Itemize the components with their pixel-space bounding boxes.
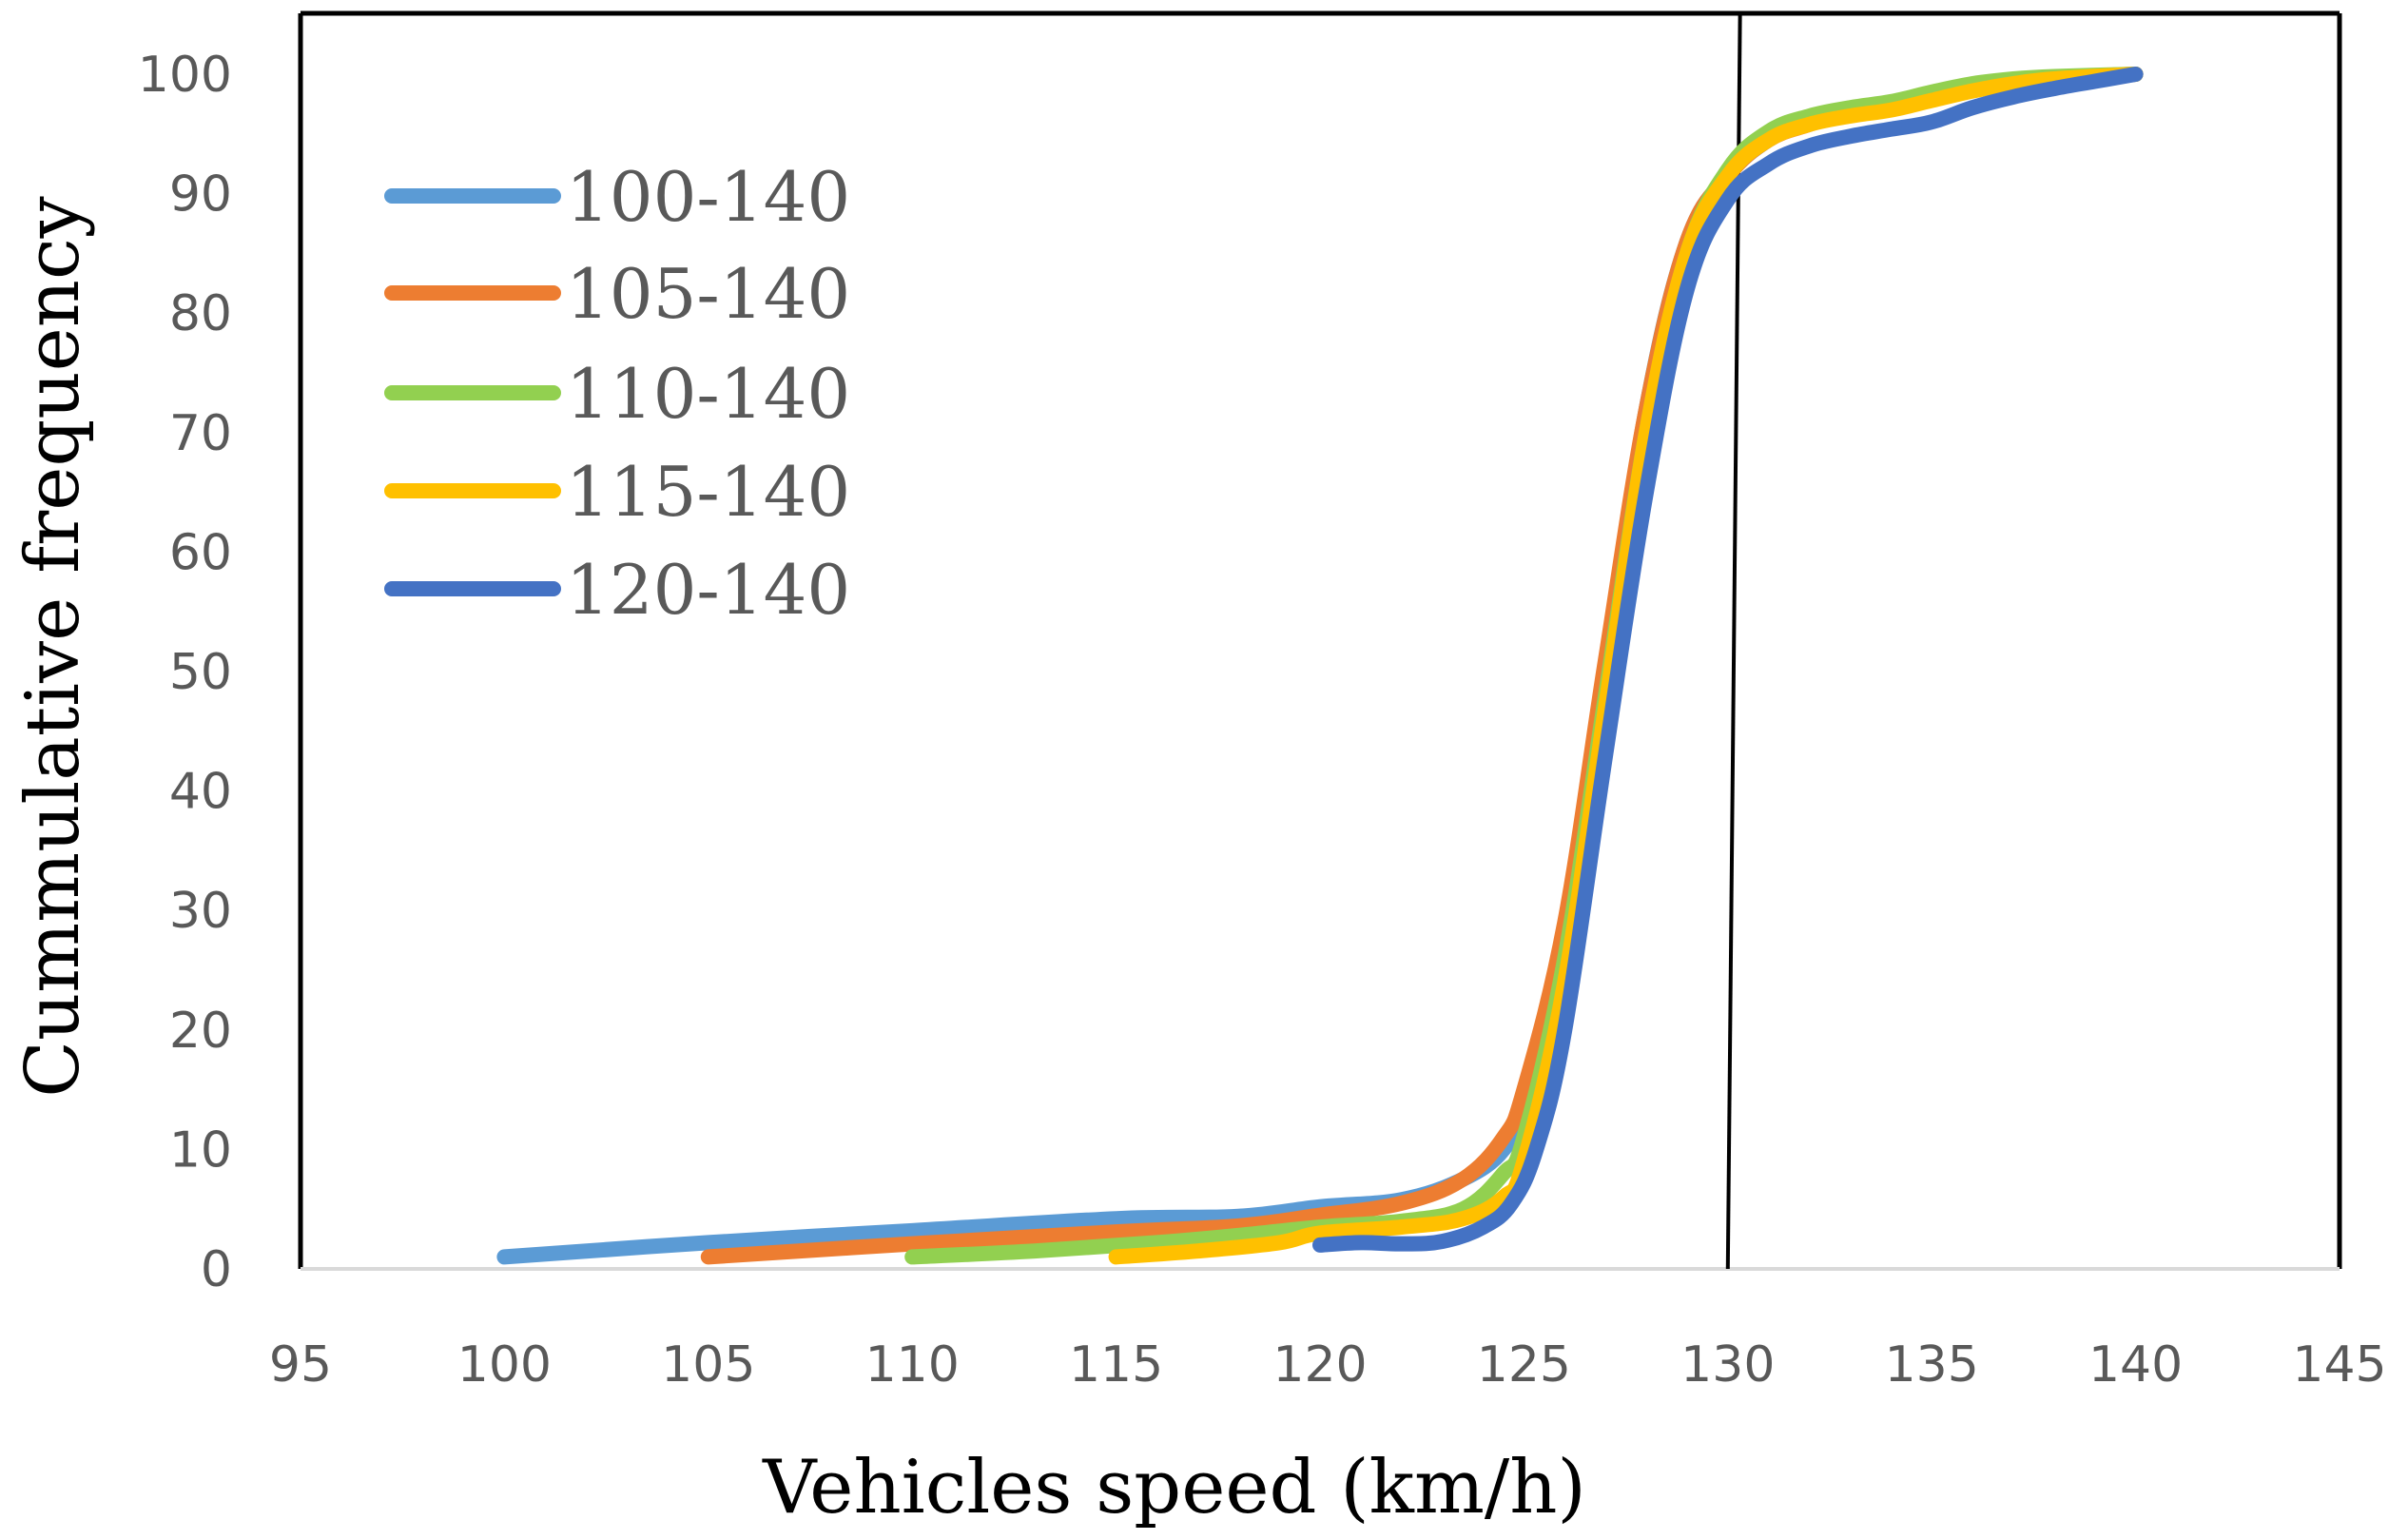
x-tick-label: 120	[1272, 1336, 1367, 1394]
legend-item: 100-140	[384, 157, 850, 237]
legend-label-0: 100-140	[566, 157, 850, 237]
y-tick-label: 70	[169, 405, 232, 462]
y-tick-label: 20	[169, 1003, 232, 1060]
legend-label-4: 120-140	[566, 550, 850, 630]
x-tick-label: 100	[457, 1336, 552, 1394]
reference-line	[1725, 12, 1742, 1270]
x-tick-label: 145	[2292, 1336, 2386, 1394]
y-tick-label: 30	[169, 883, 232, 940]
x-tick-label: 125	[1477, 1336, 1571, 1394]
series-line-105-140	[700, 67, 2144, 1265]
legend-label-3: 115-140	[566, 452, 850, 532]
legend: 100-140 105-140 110-140 115-140 120-140	[384, 157, 850, 630]
x-tick-label: 130	[1680, 1336, 1775, 1394]
y-tick-label: 40	[169, 764, 232, 821]
x-tick-label: 115	[1069, 1336, 1163, 1394]
series-line-115-140	[1108, 67, 2144, 1265]
y-tick-label: 50	[169, 644, 232, 701]
legend-item: 105-140	[384, 254, 850, 334]
y-tick-label: 10	[169, 1121, 232, 1179]
y-tick-label: 80	[169, 285, 232, 342]
legend-label-1: 105-140	[566, 254, 850, 334]
x-tick-label: 135	[1885, 1336, 1979, 1394]
legend-item: 120-140	[384, 550, 850, 630]
y-tick-label: 90	[169, 166, 232, 224]
legend-item: 110-140	[384, 354, 850, 434]
legend-item: 115-140	[384, 452, 850, 532]
series-line-100-140	[496, 67, 2144, 1265]
y-tick-label: 100	[138, 47, 232, 104]
x-tick-label: 95	[269, 1336, 332, 1394]
series-line-120-140	[1312, 67, 2144, 1253]
y-axis-title: Cummulative frequency	[10, 196, 96, 1097]
y-tick-label: 0	[201, 1241, 232, 1298]
x-axis-title: Vehicles speed (km/h)	[762, 1445, 1586, 1530]
x-tick-label: 105	[661, 1336, 755, 1394]
y-tick-label: 60	[169, 524, 232, 581]
legend-label-2: 110-140	[566, 354, 850, 434]
x-tick-label: 110	[865, 1336, 960, 1394]
x-tick-label: 140	[2088, 1336, 2183, 1394]
